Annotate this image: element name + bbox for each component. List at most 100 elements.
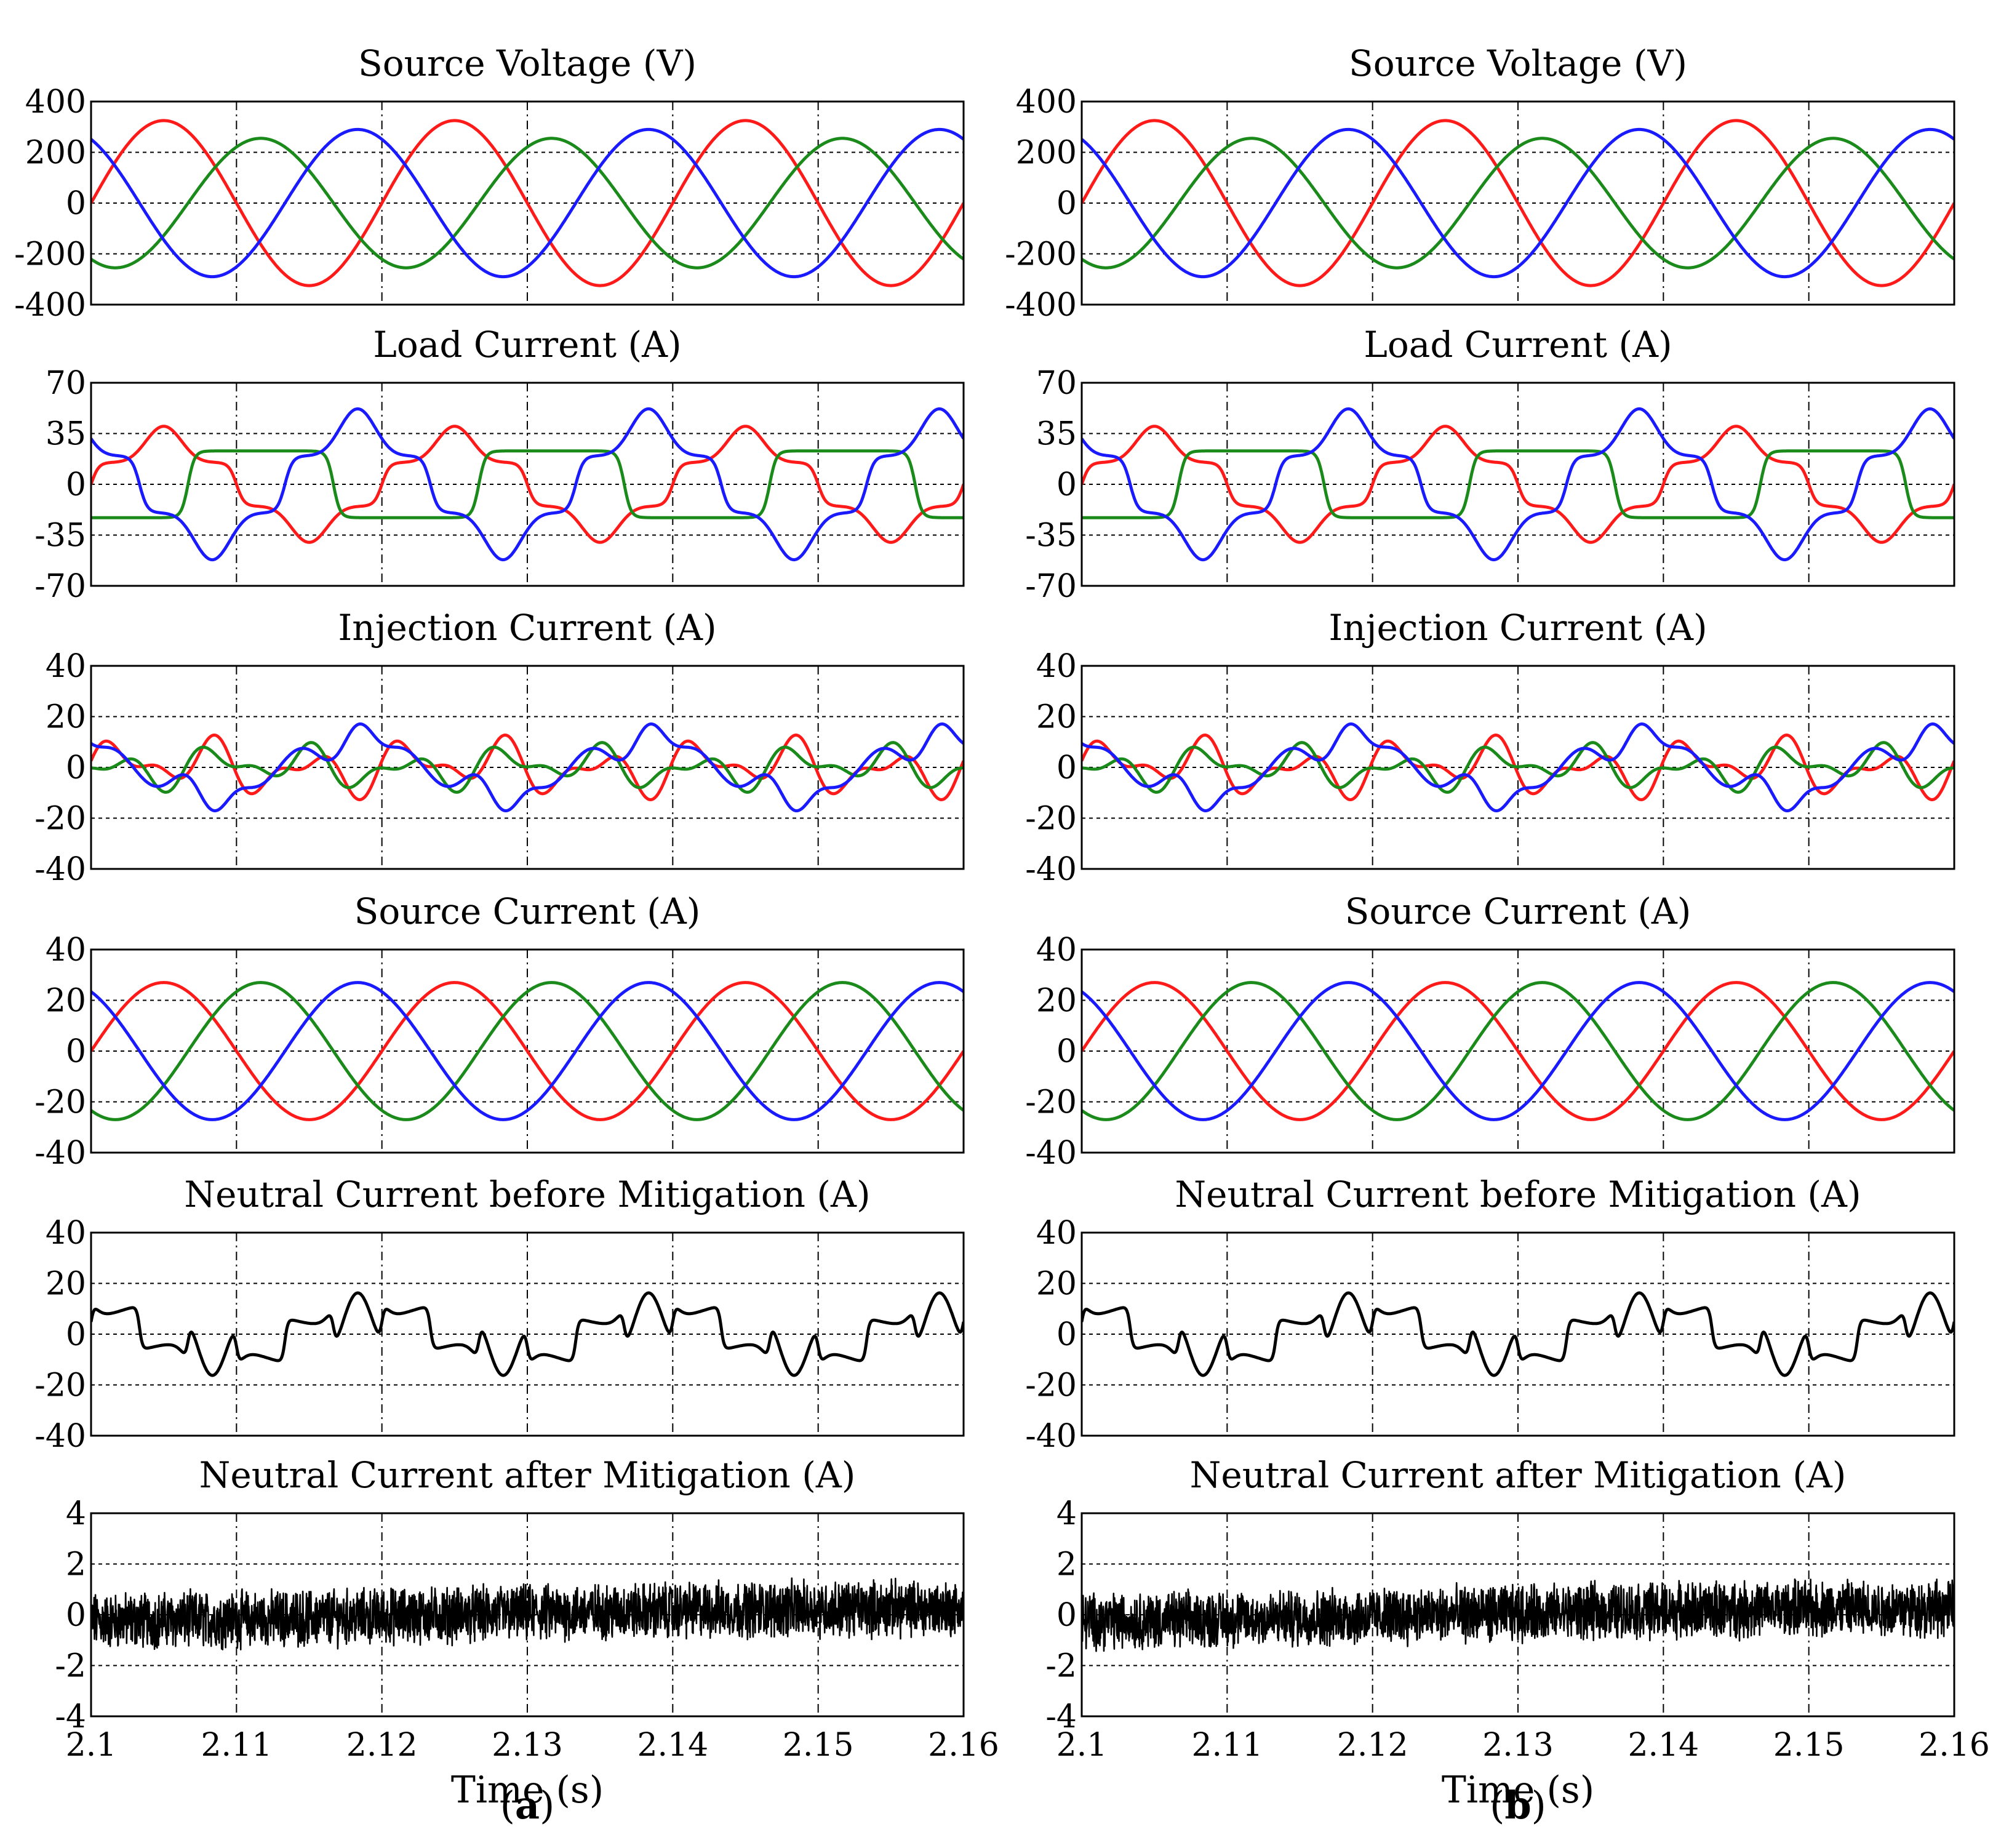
series-line-neutral — [91, 1291, 964, 1377]
series-line-phase-c — [91, 127, 964, 279]
x-tick-label: 2.14 — [637, 1727, 708, 1764]
series-line-neutral — [1082, 1291, 1954, 1377]
subplot-title: Injection Current (A) — [338, 607, 716, 649]
series-group — [1082, 981, 1954, 1121]
series-line-phase-c — [1082, 722, 1954, 812]
x-tick-label: 2.16 — [928, 1727, 999, 1764]
series-line-phase-c — [91, 981, 964, 1121]
series-group — [91, 1577, 964, 1650]
panel-caption: (b) — [1490, 1783, 1546, 1828]
y-tick-label: -20 — [1025, 1084, 1077, 1121]
subplot-title: Load Current (A) — [1364, 324, 1672, 366]
x-tick-label: 2.1 — [66, 1727, 117, 1764]
y-tick-label: 20 — [46, 983, 86, 1020]
x-tick-label: 2.11 — [201, 1727, 272, 1764]
y-tick-label: -35 — [1025, 518, 1077, 554]
y-tick-label: 20 — [46, 699, 86, 736]
subplot-b-6: Neutral Current after Mitigation (A) 4 2 0 -… — [1045, 1454, 1990, 1812]
plot-frame — [90, 1512, 965, 1718]
plot-frame — [1080, 665, 1955, 870]
y-tick-label: -2 — [55, 1648, 86, 1685]
plot-frame — [90, 382, 965, 587]
y-tick-label: 70 — [46, 365, 86, 402]
plot-frame — [1080, 382, 1955, 587]
plot-frame — [90, 665, 965, 870]
x-tick-label: 2.11 — [1191, 1727, 1263, 1764]
y-tick-label: 40 — [1036, 1215, 1077, 1252]
y-tick-label: 0 — [66, 1033, 86, 1070]
subplot-title: Neutral Current after Mitigation (A) — [1190, 1454, 1847, 1496]
y-tick-label: 35 — [46, 416, 86, 453]
y-tick-label: -40 — [34, 1418, 86, 1455]
y-tick-label: 0 — [66, 185, 86, 222]
subplot-b-4: Source Current (A) 40 20 0 -20 -40 — [1025, 890, 1955, 1172]
series-group — [91, 407, 964, 562]
y-tick-label: 20 — [1036, 1266, 1077, 1303]
plot-frame — [1080, 100, 1955, 306]
y-tick-label: -20 — [34, 1367, 86, 1404]
plot-frame — [90, 948, 965, 1154]
x-tick-label: 2.13 — [492, 1727, 563, 1764]
y-tick-label: -40 — [34, 851, 86, 888]
y-tick-label: 0 — [1056, 185, 1077, 222]
series-line-neutral — [91, 1577, 964, 1650]
y-tick-label: -400 — [14, 287, 86, 324]
series-line-phase-a — [1082, 425, 1954, 544]
y-tick-label: -70 — [1025, 568, 1077, 605]
y-tick-label: -4 — [1045, 1698, 1077, 1735]
series-line-phase-a — [91, 734, 964, 801]
series-group — [1082, 119, 1954, 287]
series-group — [1082, 1291, 1954, 1377]
y-tick-label: 40 — [1036, 932, 1077, 969]
series-line-phase-b — [91, 449, 964, 519]
series-line-neutral — [1082, 1578, 1954, 1652]
series-group — [91, 119, 964, 287]
subplot-b-5: Neutral Current before Mitigation (A) 40 2… — [1025, 1174, 1955, 1455]
y-tick-label: -2 — [1045, 1648, 1077, 1685]
panel-caption: (a) — [500, 1783, 555, 1828]
plot-frame — [1080, 948, 1955, 1154]
subplot-a-6: Neutral Current after Mitigation (A) 4 2 0 -… — [55, 1454, 999, 1812]
subplot-title: Source Voltage (V) — [1349, 42, 1687, 84]
subplot-title: Injection Current (A) — [1328, 607, 1707, 649]
subplot-title: Source Current (A) — [354, 890, 701, 932]
plot-frame — [1080, 1231, 1955, 1437]
series-group — [91, 722, 964, 812]
x-tick-label: 2.12 — [1337, 1727, 1408, 1764]
y-tick-label: 0 — [1056, 1597, 1077, 1634]
y-tick-label: -40 — [1025, 1418, 1077, 1455]
y-tick-label: -20 — [34, 801, 86, 838]
y-tick-label: -35 — [34, 518, 86, 554]
y-tick-label: -20 — [34, 1084, 86, 1121]
plot-frame — [1080, 1512, 1955, 1718]
series-line-phase-c — [1082, 407, 1954, 562]
y-tick-label: 0 — [1056, 750, 1077, 786]
subplot-title: Source Voltage (V) — [358, 42, 697, 84]
series-line-phase-b — [91, 981, 964, 1121]
y-tick-label: 0 — [66, 466, 86, 503]
series-line-phase-a — [91, 981, 964, 1121]
series-group — [1082, 1578, 1954, 1652]
x-tick-label: 2.15 — [1773, 1727, 1845, 1764]
series-line-phase-a — [91, 119, 964, 287]
x-tick-label: 2.14 — [1628, 1727, 1699, 1764]
y-tick-label: 0 — [66, 1597, 86, 1634]
series-line-phase-c — [1082, 981, 1954, 1121]
y-tick-label: -200 — [1005, 236, 1077, 273]
y-tick-label: -20 — [1025, 1367, 1077, 1404]
y-tick-label: 0 — [1056, 466, 1077, 503]
subplot-a-3: Injection Current (A) 40 20 0 -20 -40 — [34, 607, 965, 888]
subplot-b-3: Injection Current (A) 40 20 0 -20 -40 — [1025, 607, 1955, 888]
series-line-phase-c — [91, 407, 964, 562]
subplot-a-4: Source Current (A) 40 20 0 -20 -40 — [34, 890, 965, 1172]
series-group — [91, 1291, 964, 1377]
series-line-phase-a — [1082, 734, 1954, 801]
y-tick-label: 35 — [1036, 416, 1077, 453]
x-tick-label: 2.13 — [1482, 1727, 1554, 1764]
x-axis-label: Time (s) — [1442, 1769, 1594, 1812]
subplot-a-2: Load Current (A) 70 35 0 -35 -70 — [34, 324, 965, 605]
series-group — [1082, 722, 1954, 812]
y-tick-label: 0 — [1056, 1316, 1077, 1353]
